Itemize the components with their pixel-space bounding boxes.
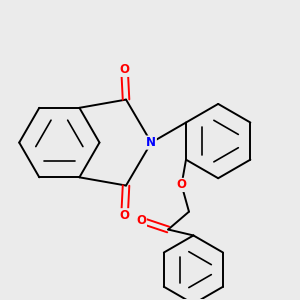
Text: O: O — [176, 178, 187, 191]
Text: O: O — [136, 214, 146, 227]
Text: O: O — [120, 63, 130, 76]
Text: O: O — [120, 209, 130, 222]
Text: N: N — [146, 136, 156, 149]
